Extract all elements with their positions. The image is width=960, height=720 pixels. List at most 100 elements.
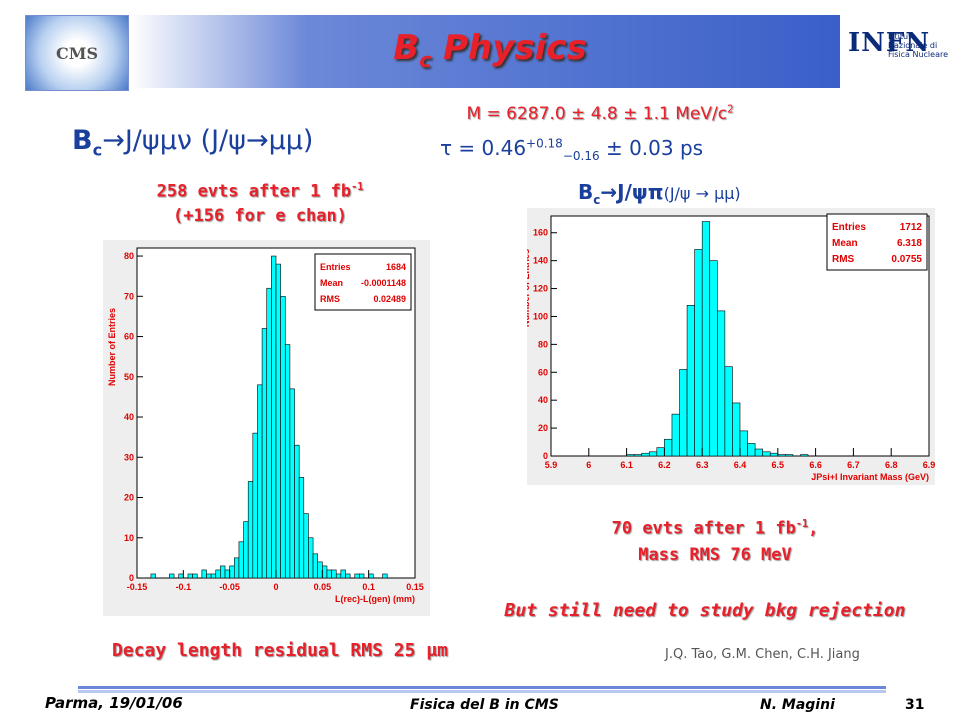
x-tick-label: -0.1	[176, 582, 192, 592]
logo-sub: Istituto Nazionale di Fisica Nucleare	[888, 32, 949, 59]
bar	[648, 451, 658, 457]
t: B	[72, 125, 93, 156]
t: 258 evts after 1 fb	[156, 181, 352, 202]
right-note: 70 evts after 1 fb-1, Mass RMS 76 MeV	[565, 512, 865, 568]
x-tick-label: 6.4	[734, 460, 747, 470]
footer-event: Fisica del B in CMS	[410, 697, 559, 713]
bar	[686, 305, 695, 457]
histogram-right: 0 20 40 60 80 100 120 140 160 5.9 6 6.1 6.2 6.3 6.4 6.5…	[527, 208, 935, 485]
bar	[701, 221, 711, 457]
bar	[298, 477, 305, 579]
stats-value: 6.318	[897, 238, 922, 249]
x-tick-label: 6.3	[696, 460, 709, 470]
y-tick-label: 30	[124, 452, 134, 462]
y-tick-label: 0	[129, 573, 134, 583]
y-tick-label: 40	[538, 395, 548, 405]
y-axis-label: Number of Entries	[107, 308, 117, 386]
x-tick-label: 6.2	[658, 460, 671, 470]
y-tick-label: 20	[124, 493, 134, 503]
x-tick-label: 6.6	[809, 460, 822, 470]
t: (+156 for e chan)	[173, 205, 347, 226]
stats-name: Mean	[832, 238, 858, 249]
infn-logo: INFN Istituto Nazionale di Fisica Nuclea…	[848, 28, 953, 59]
bar	[169, 573, 175, 579]
bar	[252, 432, 258, 579]
y-tick-label: 60	[538, 367, 548, 377]
logo-text: CMS	[56, 43, 98, 63]
tau: τ = 0.46+0.18−0.16 ± 0.03 ps	[440, 136, 703, 163]
bkg-note: But still need to study bkg rejection	[504, 600, 906, 621]
bar	[739, 430, 748, 457]
bar	[732, 402, 741, 457]
bar	[192, 573, 198, 579]
x-tick-label: 6.8	[885, 460, 898, 470]
y-tick-label: 10	[124, 533, 134, 543]
histogram-left: 0 10 20 30 40 50 60 70 80 -0.15 -0.1 -0.05 0 0.05 0.1 0…	[103, 240, 430, 616]
stats-box	[826, 213, 928, 271]
title-text: B	[393, 28, 420, 68]
t: -1	[795, 519, 809, 530]
t: Mass RMS 76 MeV	[638, 544, 792, 565]
bar	[234, 557, 240, 579]
y-tick-label: 60	[124, 332, 134, 342]
bar	[229, 565, 235, 579]
stats-value: 1684	[386, 262, 406, 272]
bar	[762, 451, 771, 457]
x-tick-label: 5.9	[545, 460, 558, 470]
bar	[800, 454, 809, 457]
t: →J/ψμν (J/ψ→μμ)	[102, 125, 314, 156]
bar	[724, 366, 733, 457]
bar	[187, 573, 193, 579]
bar	[785, 454, 794, 457]
bar	[206, 573, 212, 579]
mass: M = 6287.0 ± 4.8 ± 1.1 MeV/c2	[400, 104, 800, 124]
footer-page: 31	[905, 697, 925, 713]
bar	[656, 447, 665, 457]
stats-name: RMS	[320, 294, 340, 304]
x-tick-label: 0.05	[314, 582, 332, 592]
y-axis-label: Number of Entries	[527, 249, 531, 327]
footer-place: Parma, 19/01/06	[45, 694, 183, 712]
bar	[294, 444, 300, 579]
bar	[308, 537, 314, 579]
header-bar	[130, 15, 840, 88]
bar	[326, 569, 332, 579]
stats-name: RMS	[832, 254, 855, 265]
bar	[769, 452, 779, 457]
bar	[220, 565, 226, 579]
bar	[224, 569, 230, 579]
bar	[280, 295, 286, 579]
x-tick-label: -0.05	[219, 582, 240, 592]
y-tick-label: 140	[533, 256, 548, 266]
footer-line	[78, 686, 886, 689]
bar	[777, 454, 786, 457]
x-axis-label: L(rec)-L(gen) (mm)	[335, 594, 415, 604]
x-tick-label: 6	[586, 460, 591, 470]
x-tick-label: 0	[273, 582, 278, 592]
bar	[257, 384, 263, 579]
left-note: 258 evts after 1 fb-1 (+156 for e chan)	[110, 176, 410, 228]
bar	[359, 573, 365, 579]
y-tick-label: 80	[124, 251, 134, 261]
stats-value: -0.0001148	[361, 278, 406, 288]
stats-value: 0.02489	[373, 294, 406, 304]
bar	[178, 573, 184, 579]
right-heading: Bc→J/ψπ(J/ψ → μμ)	[578, 180, 741, 207]
bar	[641, 452, 650, 457]
credits: J.Q. Tao, G.M. Chen, C.H. Jiang	[665, 647, 860, 662]
t: →J/ψπ	[600, 180, 664, 204]
t: -1	[351, 182, 364, 193]
bar	[271, 255, 277, 579]
x-axis-label: JPsi+l Invariant Mass (GeV)	[811, 472, 929, 482]
stats-name: Entries	[832, 222, 866, 233]
bar	[747, 443, 756, 457]
bar	[709, 260, 718, 457]
bar	[317, 561, 323, 579]
bar	[694, 249, 703, 457]
x-tick-label: 6.1	[620, 460, 633, 470]
t: c	[92, 140, 103, 160]
y-tick-label: 160	[533, 228, 548, 238]
t: ± 0.03 ps	[599, 136, 704, 160]
t: B	[578, 180, 594, 204]
t: ,	[808, 518, 819, 539]
